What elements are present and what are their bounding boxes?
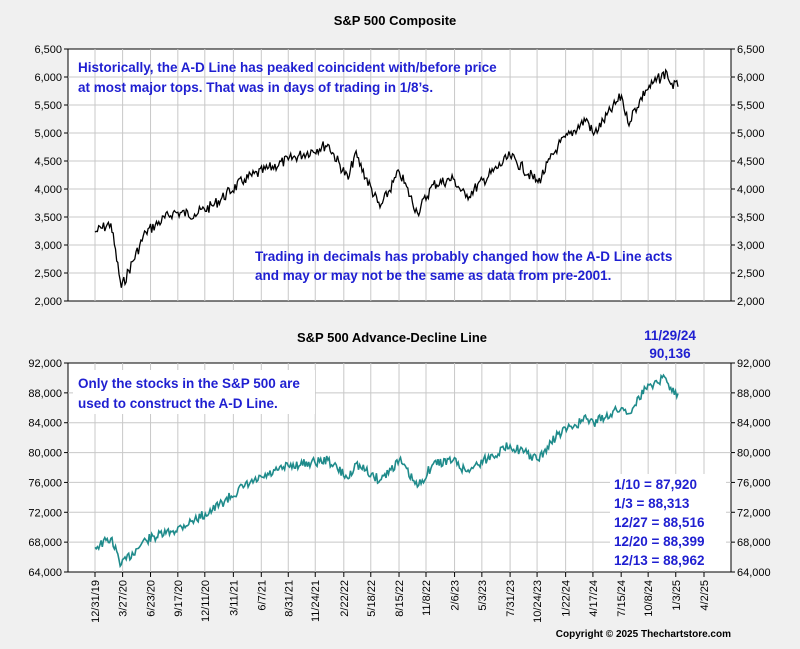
x-tick-label: 1/22/24 [561, 580, 573, 617]
bottom-annotation-box-1 [73, 370, 315, 414]
bottom-ytick-label-right: 84,000 [737, 418, 771, 430]
bottom-ytick-label-left: 88,000 [28, 388, 62, 400]
x-tick-label: 2/6/23 [450, 580, 462, 611]
top-ytick-label-left: 6,000 [34, 72, 62, 84]
bottom-ytick-label-left: 80,000 [28, 448, 62, 460]
top-ytick-label-left: 3,500 [34, 212, 62, 224]
top-ytick-label-right: 3,500 [737, 212, 765, 224]
x-tick-label: 11/8/22 [421, 580, 433, 616]
bottom-ytick-label-left: 84,000 [28, 418, 62, 430]
x-tick-label: 6/23/20 [146, 580, 158, 617]
bottom-ytick-label-right: 72,000 [737, 507, 771, 519]
x-tick-label: 5/3/23 [477, 580, 489, 611]
peak-value-label: 90,136 [649, 346, 691, 361]
top-ytick-label-left: 4,000 [34, 184, 62, 196]
top-ytick-label-right: 3,000 [737, 240, 765, 252]
top-ytick-label-left: 2,000 [34, 296, 62, 308]
bottom-y-axis-right: 64,000 68,000 72,000 76,000 80,000 84,000 88,0… [731, 358, 771, 579]
bottom-ytick-label-right: 76,000 [737, 477, 771, 489]
top-ytick-label-left: 6,500 [34, 44, 62, 56]
bottom-chart-title: S&P 500 Advance-Decline Line [297, 330, 487, 345]
top-ytick-label-right: 6,000 [737, 72, 765, 84]
x-tick-label: 8/15/22 [394, 580, 406, 617]
bottom-ytick-label-left: 76,000 [28, 477, 62, 489]
bottom-ytick-label-right: 92,000 [737, 358, 771, 370]
top-y-axis-left: 2,000 2,500 3,000 3,500 4,000 4,500 5,000 5,500… [34, 44, 68, 308]
top-annotation-line-2: at most major tops. That was in days of … [78, 80, 433, 95]
top-gridlines [68, 49, 731, 301]
recent-value-1: 1/10 = 87,920 [614, 477, 697, 492]
x-tick-label: 3/11/21 [228, 580, 240, 616]
x-tick-label: 4/2/25 [699, 580, 711, 611]
top-ytick-label-left: 4,500 [34, 156, 62, 168]
x-tick-label: 12/31/19 [90, 580, 102, 623]
bottom-ytick-label-right: 64,000 [737, 567, 771, 579]
recent-values-box [610, 474, 726, 570]
top-ytick-label-right: 2,000 [737, 296, 765, 308]
top-y-axis-right: 2,000 2,500 3,000 3,500 4,000 4,500 5,000 5,500… [731, 44, 765, 308]
top-ytick-label-right: 2,500 [737, 268, 765, 280]
x-tick-label: 6/7/21 [256, 580, 268, 611]
x-tick-label: 9/17/20 [173, 580, 185, 617]
advance-decline-line [94, 373, 679, 569]
bottom-ytick-label-left: 72,000 [28, 507, 62, 519]
top-annotation-line-4: and may or may not be the same as data f… [255, 268, 611, 283]
top-chart-title: S&P 500 Composite [334, 13, 457, 28]
bottom-ytick-label-left: 92,000 [28, 358, 62, 370]
x-tick-label: 8/31/21 [283, 580, 295, 617]
x-tick-label: 2/22/22 [339, 580, 351, 617]
x-axis-ticks: 12/31/19 3/27/20 6/23/20 9/17/20 12/11/20 3/1… [90, 572, 711, 623]
x-tick-label: 7/15/24 [616, 580, 628, 617]
top-ytick-label-left: 2,500 [34, 268, 62, 280]
bottom-ytick-label-right: 68,000 [737, 537, 771, 549]
x-tick-label: 1/3/25 [671, 580, 683, 611]
recent-value-4: 12/20 = 88,399 [614, 534, 704, 549]
top-annotation-line-3: Trading in decimals has probably changed… [255, 249, 672, 264]
x-tick-label: 4/17/24 [588, 580, 600, 617]
top-annotation-line-1: Historically, the A-D Line has peaked co… [78, 60, 497, 75]
sp500-price-line [94, 68, 679, 288]
top-ytick-label-right: 6,500 [737, 44, 765, 56]
x-tick-label: 5/18/22 [366, 580, 378, 617]
bottom-y-axis-left: 64,000 68,000 72,000 76,000 80,000 84,000 88,0… [28, 358, 68, 579]
x-tick-label: 10/8/24 [643, 580, 655, 617]
bottom-ytick-label-left: 64,000 [28, 567, 62, 579]
bottom-annotation-line-2: used to construct the A-D Line. [78, 396, 278, 411]
top-ytick-label-left: 5,000 [34, 128, 62, 140]
x-tick-label: 12/11/20 [200, 580, 212, 622]
x-tick-label: 11/24/21 [310, 580, 322, 622]
bottom-ytick-label-right: 88,000 [737, 388, 771, 400]
bottom-ytick-label-left: 68,000 [28, 537, 62, 549]
top-ytick-label-right: 4,000 [737, 184, 765, 196]
bottom-ytick-label-right: 80,000 [737, 448, 771, 460]
copyright-text: Copyright © 2025 Thechartstore.com [556, 629, 731, 640]
x-tick-label: 10/24/23 [532, 580, 544, 623]
x-tick-label: 7/31/23 [505, 580, 517, 617]
recent-value-3: 12/27 = 88,516 [614, 515, 705, 530]
peak-date-label: 11/29/24 [644, 328, 696, 343]
top-ytick-label-left: 5,500 [34, 100, 62, 112]
recent-value-2: 1/3 = 88,313 [614, 496, 690, 511]
recent-value-5: 12/13 = 88,962 [614, 553, 704, 568]
top-ytick-label-right: 4,500 [737, 156, 765, 168]
top-ytick-label-left: 3,000 [34, 240, 62, 252]
top-ytick-label-right: 5,000 [737, 128, 765, 140]
x-tick-label: 3/27/20 [118, 580, 130, 617]
bottom-annotation-line-1: Only the stocks in the S&P 500 are [78, 376, 300, 391]
top-ytick-label-right: 5,500 [737, 100, 765, 112]
